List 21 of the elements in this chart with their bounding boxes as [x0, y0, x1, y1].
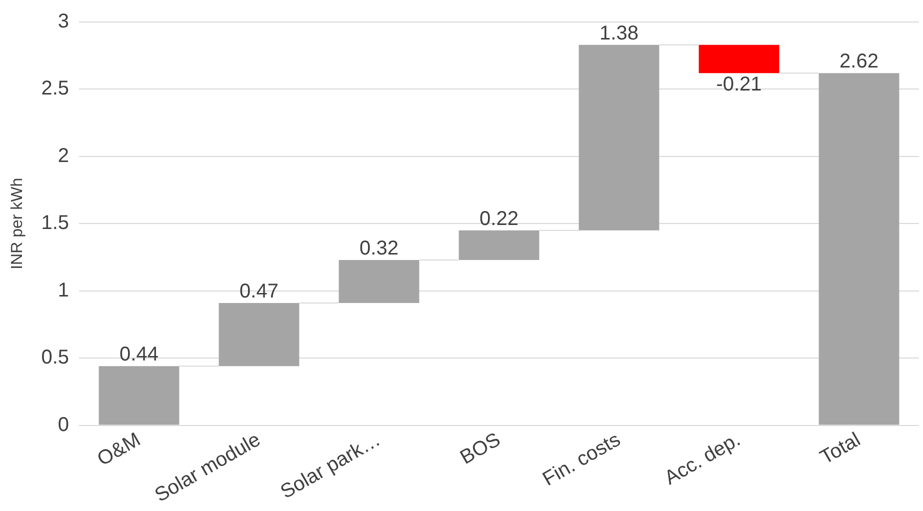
- data-label: 0.32: [360, 237, 398, 260]
- x-tick-label: O&M: [94, 428, 144, 471]
- data-label: 2.62: [840, 50, 878, 73]
- y-tick-label: 3: [58, 10, 70, 33]
- x-tick-label: Acc. dep.: [661, 428, 744, 490]
- data-label: 1.38: [600, 22, 638, 44]
- x-tick-label: Solar park…: [276, 428, 384, 504]
- data-label: 0.44: [120, 344, 158, 366]
- x-tick-label: Total: [816, 428, 864, 469]
- y-tick-label: 2: [58, 144, 70, 167]
- y-tick-label: 0.5: [41, 346, 70, 369]
- x-tick-label: Fin. costs: [539, 428, 624, 491]
- y-axis-title: INR per kWh: [9, 178, 26, 270]
- data-label: 0.22: [480, 208, 518, 230]
- data-label: 0.47: [240, 280, 278, 302]
- y-tick-label: 0: [58, 414, 70, 436]
- y-tick-label: 1: [58, 279, 70, 302]
- x-tick-label: BOS: [456, 428, 504, 469]
- y-tick-label: 1.5: [41, 212, 70, 234]
- y-tick-label: 2.5: [41, 78, 70, 100]
- data-label: -0.21: [716, 74, 762, 96]
